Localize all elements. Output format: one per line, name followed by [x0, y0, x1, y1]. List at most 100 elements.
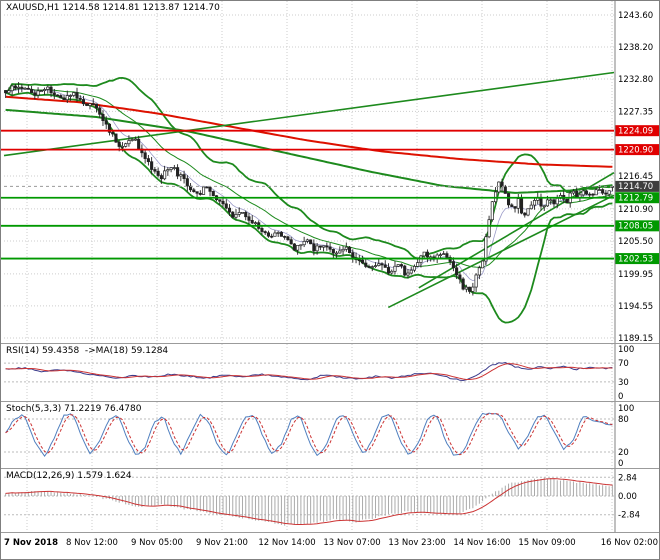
candle-body	[305, 239, 309, 242]
candle-body	[409, 269, 413, 274]
candle-body	[348, 246, 352, 254]
candle-body	[322, 245, 326, 248]
candle-body	[516, 198, 520, 209]
candle-body	[604, 192, 608, 195]
time-axis[interactable]: 7 Nov 2018 8 Nov 12:00 9 Nov 05:00 9 Nov 21…	[1, 533, 660, 560]
trendline[interactable]	[387, 194, 615, 309]
candle-body	[399, 264, 404, 267]
price-tick-label: 1227.35	[618, 107, 653, 117]
candle-body	[130, 139, 134, 141]
indicator-tick-label: -2.84	[618, 511, 640, 521]
stochastic-panel[interactable]: 100 80 20 0 Stoch(5,3,3) 71.2219 76.4780	[1, 402, 660, 468]
macd-svg[interactable]: 2.84 0.00 -2.84	[1, 469, 660, 532]
price-tag	[615, 220, 659, 232]
time-label: 16 Nov 02:00	[601, 538, 658, 548]
candle-body	[146, 158, 150, 163]
candle-body	[484, 236, 488, 262]
candle-body	[529, 204, 533, 210]
rsi-svg[interactable]: 100 70 30 0	[1, 344, 660, 401]
indicator-tick-label: 80	[618, 415, 629, 425]
indicator-tick-label: 100	[618, 404, 634, 414]
panel-divider[interactable]	[1, 401, 659, 402]
candle-body	[474, 274, 478, 288]
candle-body	[7, 90, 11, 94]
bollinger-upper-line	[4, 76, 613, 260]
price-tick-label: 1243.60	[618, 11, 653, 21]
trendline[interactable]	[3, 71, 615, 157]
candle-body	[150, 161, 154, 170]
candle-body	[30, 89, 34, 94]
candle-body	[318, 245, 322, 248]
candle-body	[367, 266, 371, 268]
price-tag-label: 1224.09	[618, 126, 653, 136]
price-tag-label: 1214.70	[618, 182, 653, 192]
indicator-tick-label: 70	[618, 359, 629, 369]
time-label: 12 Nov 14:00	[258, 538, 315, 548]
candle-body	[273, 232, 277, 237]
candle-body	[526, 208, 530, 216]
time-label: 9 Nov 05:00	[131, 538, 183, 548]
candle-body	[250, 220, 254, 224]
candle-body	[344, 246, 348, 250]
candle-body	[331, 248, 335, 254]
macd-signal-line	[5, 478, 613, 525]
trendline[interactable]	[418, 172, 615, 289]
candle-body	[98, 107, 102, 115]
price-chart-svg[interactable]: 1243.60 1238.20 1232.80 1227.35 1216.45 1210.…	[1, 1, 660, 343]
candle-body	[380, 263, 384, 266]
price-tag	[615, 144, 659, 156]
indicator-tick-label: 0.00	[618, 492, 637, 502]
candle-body	[390, 270, 394, 274]
candle-body	[247, 216, 251, 221]
time-axis-svg[interactable]: 7 Nov 2018 8 Nov 12:00 9 Nov 05:00 9 Nov 21…	[1, 533, 660, 560]
candle-body	[263, 231, 267, 234]
panel-divider[interactable]	[1, 468, 659, 469]
candle-body	[192, 189, 196, 193]
candle-body	[52, 92, 56, 96]
price-panel[interactable]: 1243.60 1238.20 1232.80 1227.35 1216.45 1210.…	[1, 1, 660, 343]
indicator-tick-label: 20	[618, 448, 629, 458]
price-tick-label: 1216.45	[618, 172, 653, 182]
candle-body	[172, 167, 176, 169]
time-label: 8 Nov 12:00	[66, 538, 118, 548]
panel-divider[interactable]	[1, 532, 659, 533]
candle-body	[124, 143, 128, 147]
candle-body	[458, 274, 462, 280]
price-tag	[615, 253, 659, 265]
candle-body	[36, 90, 40, 96]
candle-body	[176, 167, 180, 177]
candle-body	[270, 235, 274, 238]
price-tag	[615, 192, 659, 204]
candle-body	[377, 263, 381, 266]
candle-body	[425, 251, 429, 258]
candle-body	[523, 212, 527, 216]
candle-body	[46, 86, 50, 90]
candle-body	[4, 90, 8, 94]
candle-body	[276, 232, 280, 234]
candle-body	[234, 214, 238, 218]
candle-body	[88, 103, 92, 106]
candle-body	[335, 252, 339, 255]
candle-body	[565, 198, 569, 203]
macd-panel[interactable]: 2.84 0.00 -2.84 MACD(12,26,9) 1.579 1.624	[1, 469, 660, 532]
price-tag-label: 1202.53	[618, 254, 653, 264]
candle-body	[185, 178, 189, 187]
price-tag-label: 1220.90	[618, 145, 653, 155]
candle-body	[588, 193, 592, 196]
candle-body	[519, 198, 524, 214]
candle-body	[338, 250, 342, 254]
candle-body	[55, 94, 60, 97]
indicator-tick-label: 0	[618, 459, 623, 468]
price-tick-label: 1210.90	[618, 205, 653, 215]
candle-body	[218, 199, 222, 202]
candle-body	[296, 244, 300, 251]
panel-divider[interactable]	[1, 343, 659, 344]
ema-fast-line	[5, 88, 613, 282]
rsi-panel[interactable]: 100 70 30 0 RSI(14) 59.4358 ->MA(18) 59.128…	[1, 344, 660, 401]
price-tick-label: 1194.55	[618, 302, 653, 312]
candle-body	[445, 253, 449, 258]
candle-body	[39, 90, 43, 93]
candle-body	[552, 199, 556, 205]
candle-body	[68, 95, 73, 97]
